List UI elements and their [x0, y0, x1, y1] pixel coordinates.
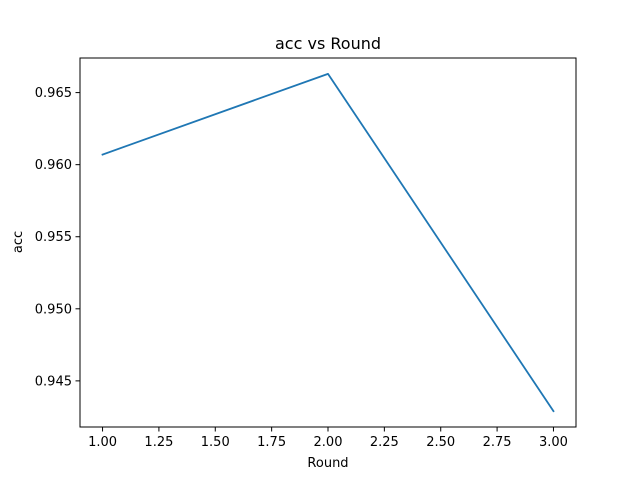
x-tick-label: 2.50 [426, 435, 455, 450]
y-axis-label: acc [11, 231, 26, 253]
x-tick-label: 2.25 [370, 435, 399, 450]
x-tick-label: 3.00 [539, 435, 568, 450]
x-tick-label: 1.25 [144, 435, 173, 450]
y-tick-label: 0.960 [35, 158, 72, 173]
y-tick-label: 0.965 [35, 86, 72, 101]
x-tick-label: 1.75 [257, 435, 286, 450]
y-tick-label: 0.955 [35, 230, 72, 245]
chart-title: acc vs Round [275, 34, 381, 53]
x-tick-label: 1.50 [201, 435, 230, 450]
x-tick-label: 1.00 [88, 435, 117, 450]
y-tick-label: 0.950 [35, 302, 72, 317]
x-tick-label: 2.00 [314, 435, 343, 450]
plot-area: 1.00 1.25 1.50 1.75 2.00 2.25 2.50 2.75 3.00 0.94… [35, 57, 577, 450]
x-tick-label: 2.75 [483, 435, 512, 450]
y-tick-label: 0.945 [35, 374, 72, 389]
series-line-0 [101, 72, 555, 413]
x-axis-label: Round [307, 456, 348, 471]
